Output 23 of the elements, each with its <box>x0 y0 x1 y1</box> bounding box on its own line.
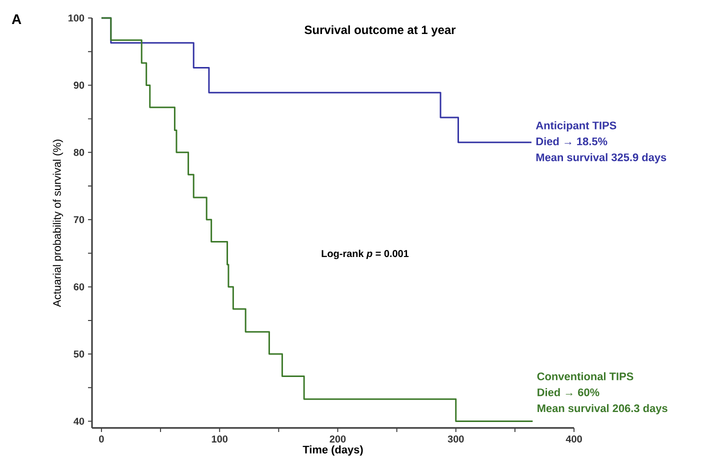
x-tick-label: 400 <box>566 435 582 443</box>
x-tick-label: 300 <box>448 435 464 443</box>
y-tick-label: 50 <box>74 350 84 358</box>
y-tick-label: 80 <box>74 148 84 156</box>
annotation: Mean survival 206.3 days <box>538 404 668 414</box>
annotation: Died → 60% <box>538 388 600 396</box>
annotation: Log-rank p = 0.001 <box>322 250 409 260</box>
y-tick-label: 60 <box>74 283 84 290</box>
x-tick-label: 0 <box>99 435 104 443</box>
annotation: Died → 18.5% <box>536 137 608 146</box>
y-tick-label: 70 <box>74 216 84 224</box>
text: A <box>12 14 22 24</box>
x-tick-label: 200 <box>330 435 346 443</box>
y-tick-label: 90 <box>74 82 84 89</box>
y-tick-label: 100 <box>68 14 84 22</box>
text: Survival outcome at 1 year <box>304 25 456 36</box>
annotation: Mean survival 325.9 days <box>536 153 666 164</box>
x-axis-title: Time (days) <box>302 445 363 456</box>
x-tick-label: 100 <box>212 435 228 443</box>
series-label: Anticipant TIPS <box>536 121 616 132</box>
y-tick-label: 40 <box>74 418 84 425</box>
text: Conventional TIPS <box>537 372 634 380</box>
y-axis-title: Actuarial probability of survival (%) <box>52 140 64 308</box>
